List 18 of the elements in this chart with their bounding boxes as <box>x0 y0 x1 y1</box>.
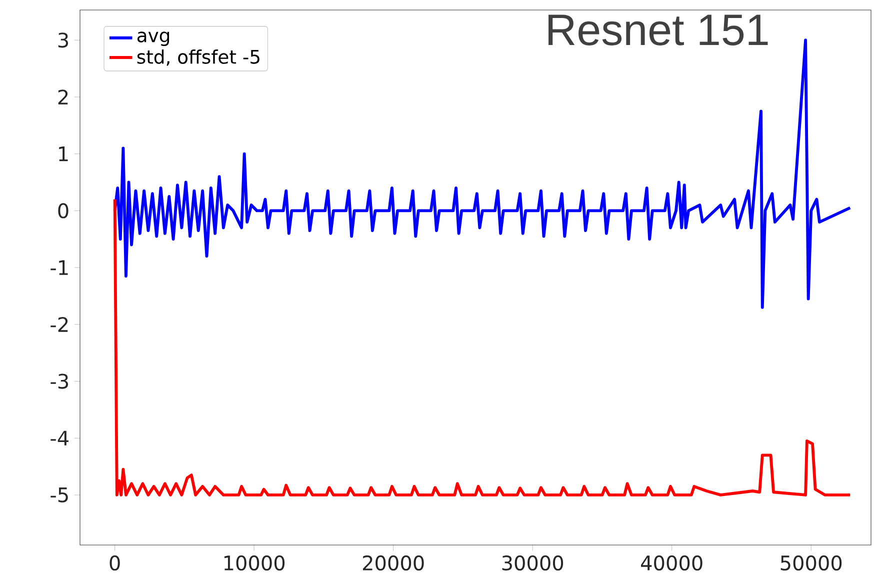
x-tick-label: 0 <box>110 555 120 571</box>
y-tick-label: 3 <box>58 32 68 48</box>
x-tick-label: 10000 <box>224 555 285 571</box>
y-tick-label: -4 <box>50 430 68 446</box>
chart-title: Resnet 151 <box>548 14 768 46</box>
y-tick-label: -5 <box>50 488 68 502</box>
x-tick-label: 30000 <box>502 555 564 571</box>
y-tick-label: 0 <box>58 203 68 218</box>
legend-label: std, offsfet -5 <box>137 49 260 66</box>
x-tick-label: 40000 <box>641 555 702 571</box>
x-tick-label: 20000 <box>362 555 424 571</box>
y-tick-label: 1 <box>59 146 68 162</box>
y-tick-label: -1 <box>50 260 68 275</box>
x-tick-label: 50000 <box>780 555 842 571</box>
y-tick-label: -2 <box>50 316 68 332</box>
y-tick-label: -3 <box>50 374 68 389</box>
legend-label: avg <box>137 32 170 46</box>
y-tick-label: 2 <box>58 90 68 104</box>
